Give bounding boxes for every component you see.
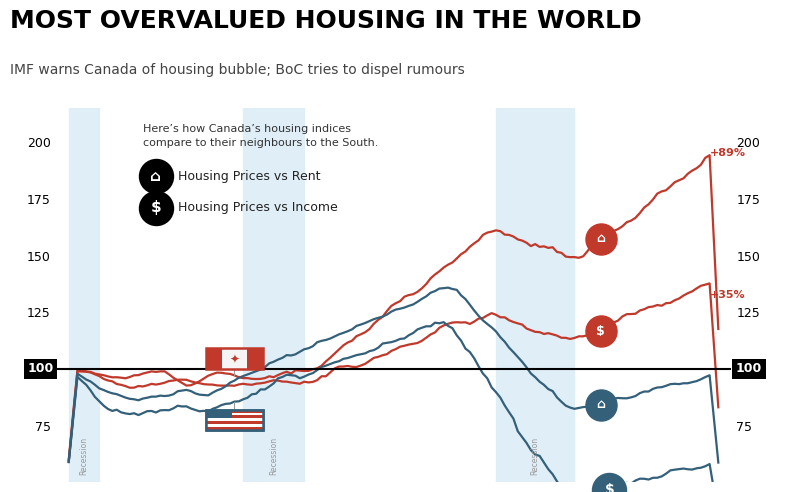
FancyBboxPatch shape (206, 348, 262, 369)
Point (594, 327, 607, 335)
Bar (206, 348, 222, 369)
Bar (206, 413, 262, 415)
Bar (206, 427, 262, 430)
Point (149, 172, 162, 180)
Point (603, 486, 615, 492)
Text: $: $ (150, 200, 161, 215)
Point (149, 204, 162, 212)
Text: +89%: +89% (710, 148, 746, 158)
Text: Here’s how Canada’s housing indices
compare to their neighbours to the South.: Here’s how Canada’s housing indices comp… (143, 124, 378, 148)
Point (594, 235, 607, 243)
Text: Recession: Recession (80, 437, 88, 475)
Text: 100: 100 (735, 362, 762, 375)
Bar (206, 421, 262, 424)
Bar (206, 410, 262, 413)
Bar (206, 415, 262, 418)
Text: ⌂: ⌂ (150, 169, 161, 184)
Bar (206, 410, 231, 418)
Text: Housing Prices vs Rent: Housing Prices vs Rent (178, 170, 320, 183)
Text: $: $ (604, 483, 615, 492)
Point (594, 400, 607, 408)
Text: $: $ (596, 325, 605, 338)
Text: Recession: Recession (531, 437, 540, 475)
Text: MOST OVERVALUED HOUSING IN THE WORLD: MOST OVERVALUED HOUSING IN THE WORLD (10, 9, 641, 32)
Text: ⌂: ⌂ (596, 398, 605, 411)
Text: ⌂: ⌂ (596, 232, 605, 245)
Bar (496, 108, 575, 482)
Bar (68, 108, 99, 482)
Text: IMF warns Canada of housing bubble; BoC tries to dispel rumours: IMF warns Canada of housing bubble; BoC … (10, 63, 464, 77)
Text: ✦: ✦ (230, 352, 239, 365)
Text: Housing Prices vs Income: Housing Prices vs Income (178, 201, 337, 215)
Text: +35%: +35% (710, 290, 745, 300)
Bar (247, 348, 262, 369)
Bar (206, 418, 262, 421)
Text: Recession: Recession (270, 437, 278, 475)
Bar (206, 424, 262, 427)
Bar (243, 108, 304, 482)
FancyBboxPatch shape (206, 410, 262, 430)
Text: 100: 100 (27, 362, 53, 375)
